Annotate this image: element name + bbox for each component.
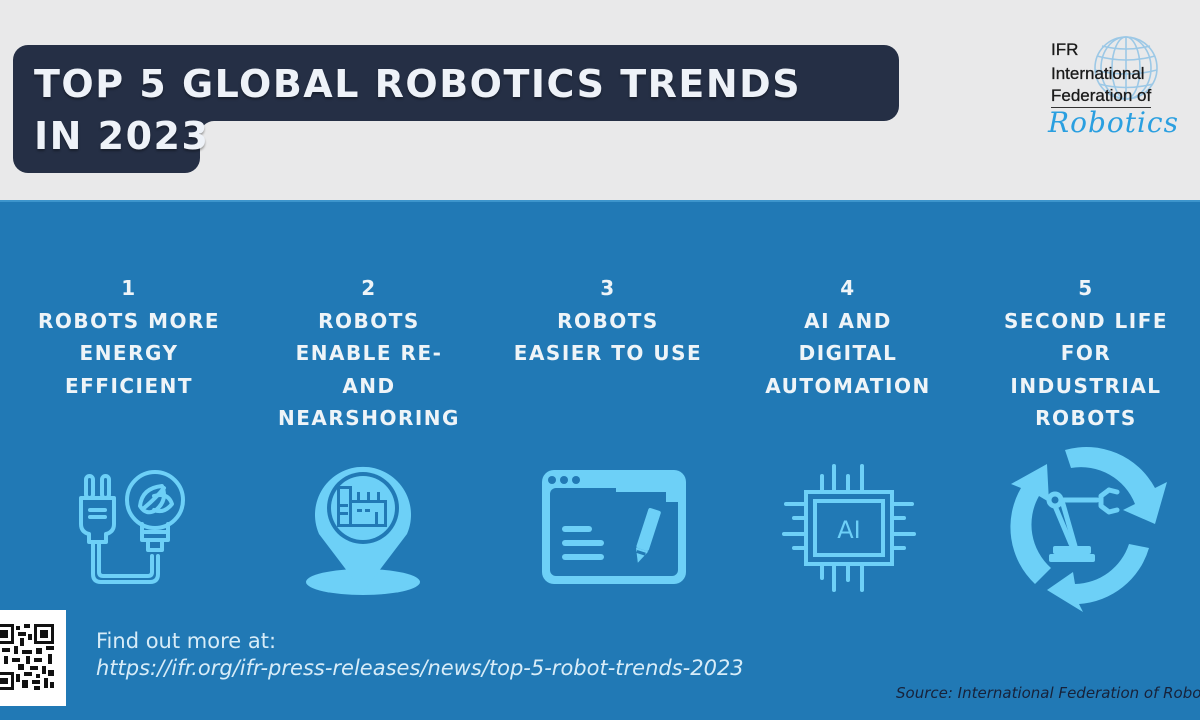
qr-code-icon — [0, 622, 56, 692]
title-line-1: TOP 5 GLOBAL ROBOTICS TRENDS — [34, 62, 802, 106]
trend-number: 5 — [1078, 276, 1094, 300]
trend-1: 1 ROBOTS MORE ENERGY EFFICIENT — [9, 272, 249, 402]
trend-number: 4 — [840, 276, 856, 300]
source-credit: Source: International Federation of Robo… — [896, 684, 1200, 702]
title-box-corner — [200, 121, 216, 137]
find-out-more: Find out more at: https://ifr.org/ifr-pr… — [96, 628, 744, 682]
logo-international-text: International — [1051, 64, 1145, 83]
press-release-link[interactable]: https://ifr.org/ifr-press-releases/news/… — [96, 656, 744, 680]
title-box-tab — [13, 115, 200, 173]
trend-label: AI AND DIGITAL AUTOMATION — [765, 308, 931, 398]
trend-4: 4 AI AND DIGITAL AUTOMATION — [728, 272, 968, 402]
robot-arm-recycle-icon — [1005, 444, 1170, 612]
browser-window-edit-icon — [540, 468, 688, 586]
trend-3: 3 ROBOTS EASIER TO USE — [488, 272, 728, 370]
trend-number: 2 — [361, 276, 377, 300]
logo-robotics-script: Robotics — [1048, 106, 1179, 139]
factory-location-pin-icon — [305, 464, 423, 596]
trend-5: 5 SECOND LIFE FOR INDUSTRIAL ROBOTS — [966, 272, 1200, 435]
logo-ifr-text: IFR — [1051, 40, 1079, 59]
page-title: TOP 5 GLOBAL ROBOTICS TRENDS IN 2023 — [34, 58, 801, 162]
ifr-logo: IFR International Federation of Robotics — [1040, 30, 1200, 140]
plug-bulb-leaf-icon — [76, 470, 191, 588]
trend-number: 3 — [600, 276, 616, 300]
trends-panel: 1 ROBOTS MORE ENERGY EFFICIENT 2 ROBOTS … — [0, 200, 1200, 720]
trend-2: 2 ROBOTS ENABLE RE- AND NEARSHORING — [249, 272, 489, 435]
trend-number: 1 — [121, 276, 137, 300]
trend-label: ROBOTS ENABLE RE- AND NEARSHORING — [278, 308, 460, 431]
qr-code[interactable] — [0, 610, 66, 706]
svg-text:AI: AI — [837, 516, 861, 544]
logo-federation-text: Federation of — [1051, 86, 1151, 108]
ai-chip-icon: AI — [782, 462, 916, 594]
globe-icon — [1094, 36, 1158, 100]
find-out-more-label: Find out more at: — [96, 629, 277, 653]
trend-label: ROBOTS MORE ENERGY EFFICIENT — [37, 308, 221, 398]
header: TOP 5 GLOBAL ROBOTICS TRENDS IN 2023 IFR… — [0, 0, 1200, 200]
title-box — [13, 45, 899, 121]
trend-label: ROBOTS EASIER TO USE — [513, 308, 703, 366]
trend-label: SECOND LIFE FOR INDUSTRIAL ROBOTS — [1003, 308, 1169, 431]
title-line-2: IN 2023 — [34, 114, 210, 158]
